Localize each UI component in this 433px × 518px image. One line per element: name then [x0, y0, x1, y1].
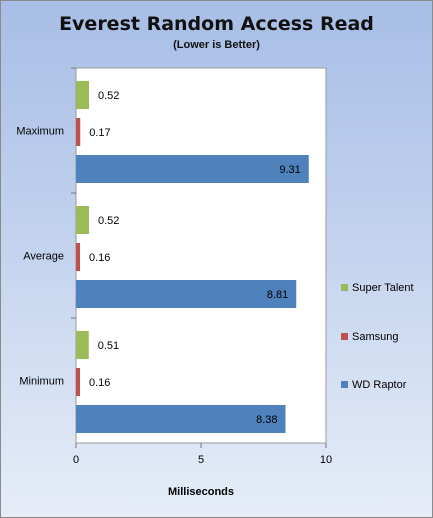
- bar-samsung: [76, 368, 80, 396]
- data-label: 8.38: [256, 414, 277, 426]
- x-tick-label: 0: [73, 454, 79, 466]
- data-label: 0.17: [89, 127, 110, 139]
- bar-super-talent: [76, 331, 89, 359]
- bar-wd-raptor: [76, 405, 286, 433]
- legend-entry: WD Raptor: [352, 379, 407, 391]
- data-label: 0.16: [89, 252, 110, 264]
- category-label: Minimum: [19, 376, 64, 388]
- data-label: 8.81: [267, 289, 288, 301]
- bar-super-talent: [76, 206, 89, 234]
- data-label: 0.52: [98, 90, 119, 102]
- legend-swatch: [341, 381, 348, 388]
- data-label: 0.51: [98, 340, 119, 352]
- legend-swatch: [341, 284, 348, 291]
- bar-samsung: [76, 118, 81, 146]
- x-tick-label: 5: [198, 454, 204, 466]
- data-label: 9.31: [279, 164, 300, 176]
- chart-title: Everest Random Access Read: [59, 13, 374, 35]
- category-label: Maximum: [16, 126, 64, 138]
- x-tick-label: 10: [320, 454, 332, 466]
- x-axis-title: Milliseconds: [168, 486, 234, 498]
- bar-super-talent: [76, 81, 89, 109]
- chart-subtitle: (Lower is Better): [173, 39, 260, 51]
- plot-area: [75, 67, 327, 444]
- legend-swatch: [341, 333, 348, 340]
- category-label: Average: [23, 251, 64, 263]
- bar-wd-raptor: [76, 280, 297, 308]
- data-label: 0.52: [98, 215, 119, 227]
- bar-wd-raptor: [76, 155, 309, 183]
- data-label: 0.16: [89, 377, 110, 389]
- legend-entry: Super Talent: [352, 282, 414, 294]
- legend-entry: Samsung: [352, 331, 398, 343]
- bar-samsung: [76, 243, 80, 271]
